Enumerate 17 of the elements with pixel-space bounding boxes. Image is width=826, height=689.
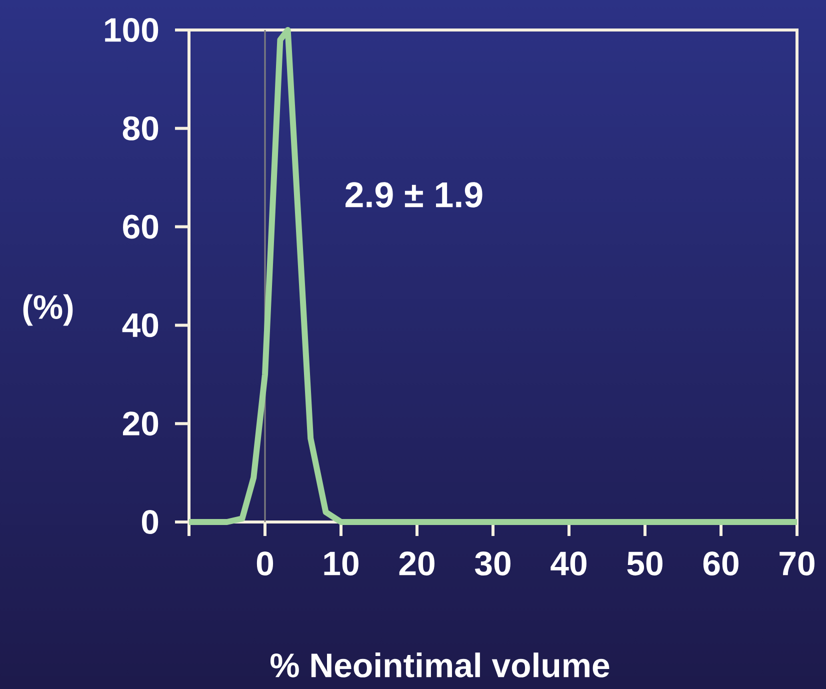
x-tick-label: 60 — [703, 552, 738, 576]
x-tick-label: 10 — [324, 552, 358, 576]
y-tick-label: 20 — [122, 412, 158, 436]
x-tick-label: 40 — [550, 552, 586, 576]
y-tick-label: 60 — [123, 214, 158, 239]
x-tick-label: 30 — [474, 552, 510, 576]
x-axis-title: % Neointimal volume — [270, 652, 610, 678]
annotation: 2.9 ± 1.9 — [346, 182, 482, 208]
y-axis-title: (%) — [23, 294, 73, 326]
x-tick-label: 0 — [256, 552, 274, 576]
y-tick-label: 0 — [142, 510, 158, 534]
y-tick-label: 40 — [122, 313, 158, 338]
x-tick-label: 20 — [399, 552, 434, 576]
x-tick-label: 70 — [780, 552, 814, 576]
y-tick-label: 100 — [105, 18, 158, 42]
y-tick-label: 80 — [122, 116, 158, 140]
x-tick-label: 50 — [627, 552, 662, 576]
